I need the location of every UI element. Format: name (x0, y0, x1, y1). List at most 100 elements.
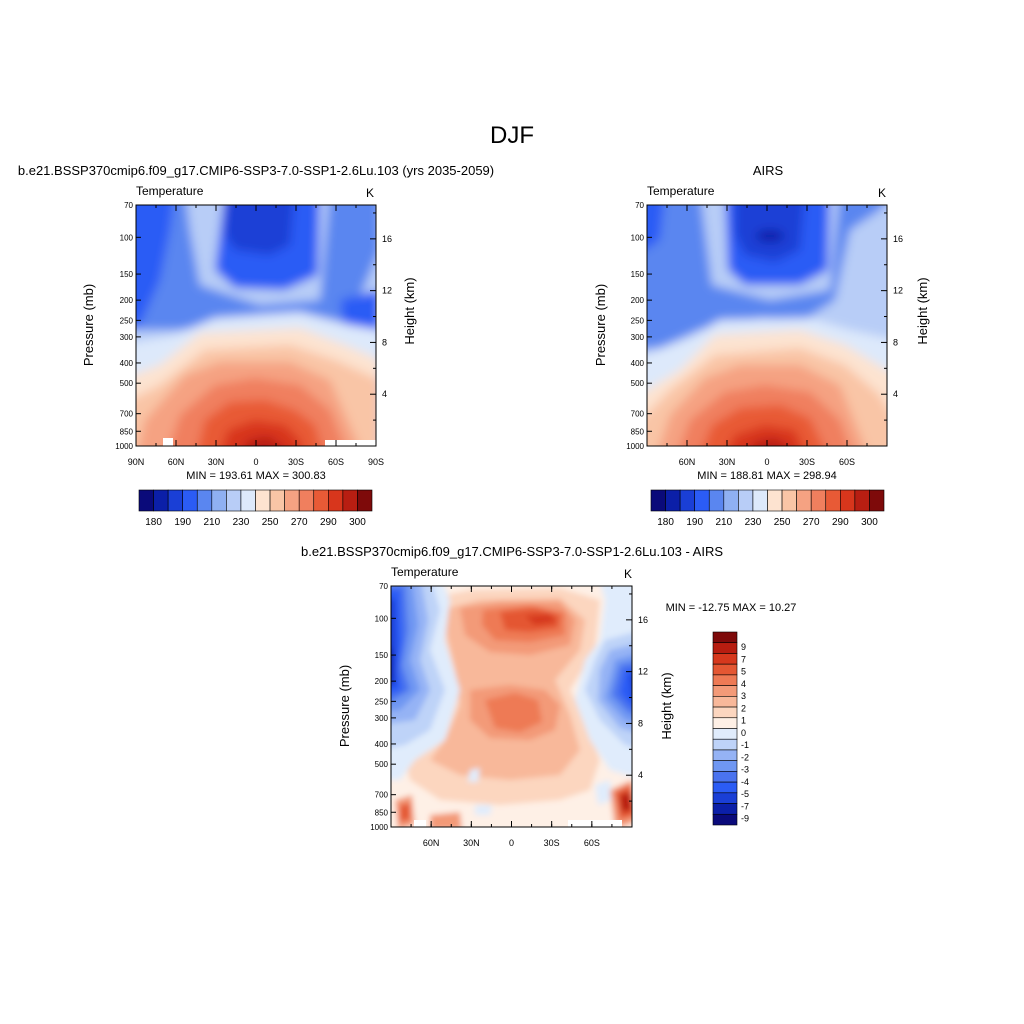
colorbar-label: 0 (741, 728, 746, 738)
x-tick-label: 60S (839, 457, 855, 467)
colorbar-box (650, 489, 666, 512)
colorbar-label: -7 (741, 801, 749, 811)
colorbar-label: 180 (657, 517, 674, 528)
panel-diff-stats: MIN = -12.75 MAX = 10.27 (666, 602, 797, 614)
y2-tick-label: 16 (638, 615, 648, 625)
colorbar-label: -1 (741, 740, 749, 750)
y-tick-label: 850 (120, 427, 134, 436)
y2-tick-label: 16 (893, 234, 903, 244)
colorbar-box (712, 728, 738, 740)
colorbar-box (196, 489, 213, 512)
y-tick-label: 300 (631, 333, 645, 342)
y-tick-label: 100 (631, 233, 645, 242)
colorbar-label: 270 (803, 517, 820, 528)
terrain-mask (414, 820, 426, 827)
y2-tick-label: 4 (638, 770, 643, 780)
colorbar-box (738, 489, 754, 512)
panel-diff-x-axis: 60N 30N 0 30S 60S (410, 586, 613, 848)
y-tick-label: 200 (120, 296, 134, 305)
colorbar-box (796, 489, 812, 512)
y-tick-label: 700 (375, 791, 389, 800)
colorbar-label: 3 (741, 691, 746, 701)
colorbar-label: 190 (686, 517, 703, 528)
colorbar-box (255, 489, 271, 512)
colorbar-box (840, 489, 856, 512)
colorbar-box (712, 717, 738, 729)
colorbar-box (665, 489, 681, 512)
colorbar-box (313, 489, 329, 512)
x-tick-label: 30N (463, 838, 480, 848)
x-tick-label: 60S (328, 457, 344, 467)
colorbar-label: -3 (741, 765, 749, 775)
panel-airs-contour-field (647, 205, 887, 446)
field-band (729, 425, 802, 446)
colorbar-box (712, 674, 738, 686)
panel-model-ylabel: Pressure (mb) (81, 284, 96, 366)
y-tick-label: 70 (635, 201, 644, 210)
colorbar-label: 300 (861, 517, 878, 528)
terrain-mask (568, 820, 622, 827)
panel-diff-title: b.e21.BSSP370cmip6.f09_g17.CMIP6-SSP3-7.… (301, 544, 723, 559)
panel-model-right-string: K (366, 186, 374, 200)
colorbar-label: 210 (715, 517, 732, 528)
panel-airs-left-string: Temperature (647, 184, 715, 198)
field-band (225, 205, 294, 255)
y2-tick-label: 8 (382, 337, 387, 347)
colorbar-box (712, 631, 738, 644)
y-tick-label: 500 (375, 760, 389, 769)
y-tick-label: 500 (631, 379, 645, 388)
field-band (222, 420, 302, 446)
field-band (136, 205, 376, 335)
x-tick-label: 60N (423, 838, 440, 848)
y-tick-label: 500 (120, 379, 134, 388)
colorbar-box (708, 489, 725, 512)
colorbar-box (723, 489, 739, 512)
colorbar-box (269, 489, 285, 512)
y-tick-label: 70 (124, 201, 133, 210)
y-tick-label: 70 (379, 582, 388, 591)
y-tick-label: 200 (631, 296, 645, 305)
colorbar-box (694, 489, 710, 512)
panel-model-title: b.e21.BSSP370cmip6.f09_g17.CMIP6-SSP3-7.… (18, 163, 494, 178)
colorbar-label: 9 (741, 642, 746, 652)
colorbar-box (328, 489, 344, 512)
y-tick-label: 250 (120, 316, 134, 325)
panel-airs-y2label: Height (km) (915, 277, 930, 344)
y-tick-label: 700 (631, 410, 645, 419)
colorbar-box (712, 653, 738, 665)
y-tick-label: 850 (631, 427, 645, 436)
colorbar-label: 5 (741, 667, 746, 677)
page-title: DJF (490, 122, 534, 149)
colorbar-box (167, 489, 183, 512)
colorbar-label: 270 (291, 517, 308, 528)
panel-airs-colorbar: 180 190 210 230 250 270 290 300 (650, 489, 885, 528)
panel-diff-y-axis: 70 100 150 200 250 300 400 500 700 850 1000 4 8 12 16 (370, 582, 648, 832)
colorbar-label: -2 (741, 752, 749, 762)
colorbar-box (712, 760, 738, 772)
colorbar-label: 1 (741, 716, 746, 726)
colorbar-box (712, 781, 738, 794)
terrain-mask (325, 440, 376, 446)
colorbar-box (767, 489, 783, 512)
field-band (245, 436, 283, 446)
colorbar-box (342, 489, 358, 512)
field-band (468, 768, 612, 815)
colorbar-box (712, 803, 738, 815)
colorbar-box (138, 489, 154, 512)
y-tick-label: 150 (631, 270, 645, 279)
colorbar-box (854, 489, 870, 512)
colorbar-box (712, 642, 738, 654)
field-band (391, 586, 632, 732)
x-tick-label: 60S (584, 838, 600, 848)
y-tick-label: 250 (375, 697, 389, 706)
colorbar-box (712, 792, 738, 804)
x-tick-label: 60N (679, 457, 696, 467)
x-tick-label: 0 (509, 838, 514, 848)
y-tick-label: 150 (375, 651, 389, 660)
panel-model-contour-field (136, 205, 376, 446)
colorbar-box (240, 489, 256, 512)
field-band (756, 230, 784, 242)
y-tick-label: 400 (120, 359, 134, 368)
